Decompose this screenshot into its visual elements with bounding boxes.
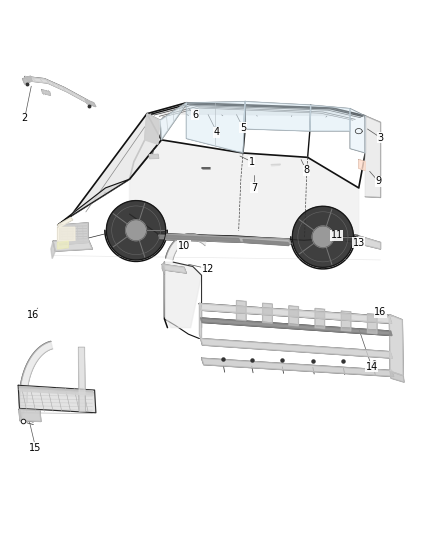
Polygon shape [315, 309, 325, 328]
Polygon shape [389, 314, 403, 376]
Polygon shape [289, 306, 298, 326]
Polygon shape [57, 227, 75, 241]
Polygon shape [162, 264, 186, 273]
Text: 11: 11 [331, 230, 343, 240]
Text: 2: 2 [21, 113, 28, 123]
Polygon shape [310, 105, 350, 131]
Polygon shape [390, 372, 404, 382]
Text: 1: 1 [249, 157, 255, 167]
Text: 5: 5 [240, 123, 246, 133]
Polygon shape [57, 179, 130, 225]
Polygon shape [312, 226, 334, 247]
Polygon shape [106, 200, 166, 260]
Polygon shape [19, 409, 41, 422]
Polygon shape [19, 342, 53, 418]
Text: 8: 8 [303, 165, 309, 175]
Text: 6: 6 [192, 110, 198, 119]
Polygon shape [293, 206, 353, 268]
Polygon shape [71, 114, 161, 216]
Polygon shape [126, 220, 146, 240]
Polygon shape [341, 311, 351, 331]
Polygon shape [60, 223, 88, 245]
Text: 12: 12 [202, 264, 214, 273]
Text: 3: 3 [378, 133, 384, 143]
Polygon shape [199, 304, 392, 323]
Polygon shape [18, 385, 96, 413]
Polygon shape [367, 313, 377, 334]
Polygon shape [159, 235, 240, 241]
Polygon shape [243, 239, 289, 246]
Polygon shape [53, 239, 92, 251]
Polygon shape [51, 241, 55, 259]
Polygon shape [201, 318, 392, 335]
Polygon shape [19, 389, 93, 395]
Polygon shape [162, 264, 164, 274]
Text: 16: 16 [374, 308, 387, 317]
Polygon shape [78, 348, 85, 411]
Polygon shape [166, 234, 206, 260]
Polygon shape [85, 99, 96, 107]
Polygon shape [149, 154, 159, 159]
Polygon shape [359, 159, 365, 171]
Polygon shape [350, 108, 365, 153]
Text: 15: 15 [29, 443, 42, 453]
Text: 14: 14 [366, 362, 378, 372]
Polygon shape [160, 103, 186, 140]
Polygon shape [57, 241, 68, 249]
Text: 9: 9 [375, 176, 381, 187]
Text: 10: 10 [178, 240, 190, 251]
Polygon shape [130, 140, 359, 240]
Polygon shape [199, 304, 201, 341]
Polygon shape [145, 114, 160, 144]
Polygon shape [158, 234, 291, 244]
Text: 7: 7 [251, 183, 257, 193]
Polygon shape [243, 101, 311, 131]
Polygon shape [147, 103, 365, 116]
Polygon shape [359, 236, 381, 249]
Polygon shape [164, 262, 201, 328]
Text: 13: 13 [353, 238, 365, 248]
Polygon shape [25, 77, 91, 105]
Polygon shape [42, 90, 50, 95]
Polygon shape [201, 358, 394, 376]
Polygon shape [186, 101, 245, 153]
Polygon shape [19, 386, 93, 393]
Polygon shape [57, 217, 73, 227]
Polygon shape [365, 116, 381, 198]
Text: 16: 16 [27, 310, 39, 319]
Polygon shape [237, 301, 246, 321]
Text: 4: 4 [214, 127, 220, 137]
Polygon shape [263, 303, 272, 323]
Polygon shape [201, 338, 392, 358]
Polygon shape [22, 76, 32, 84]
